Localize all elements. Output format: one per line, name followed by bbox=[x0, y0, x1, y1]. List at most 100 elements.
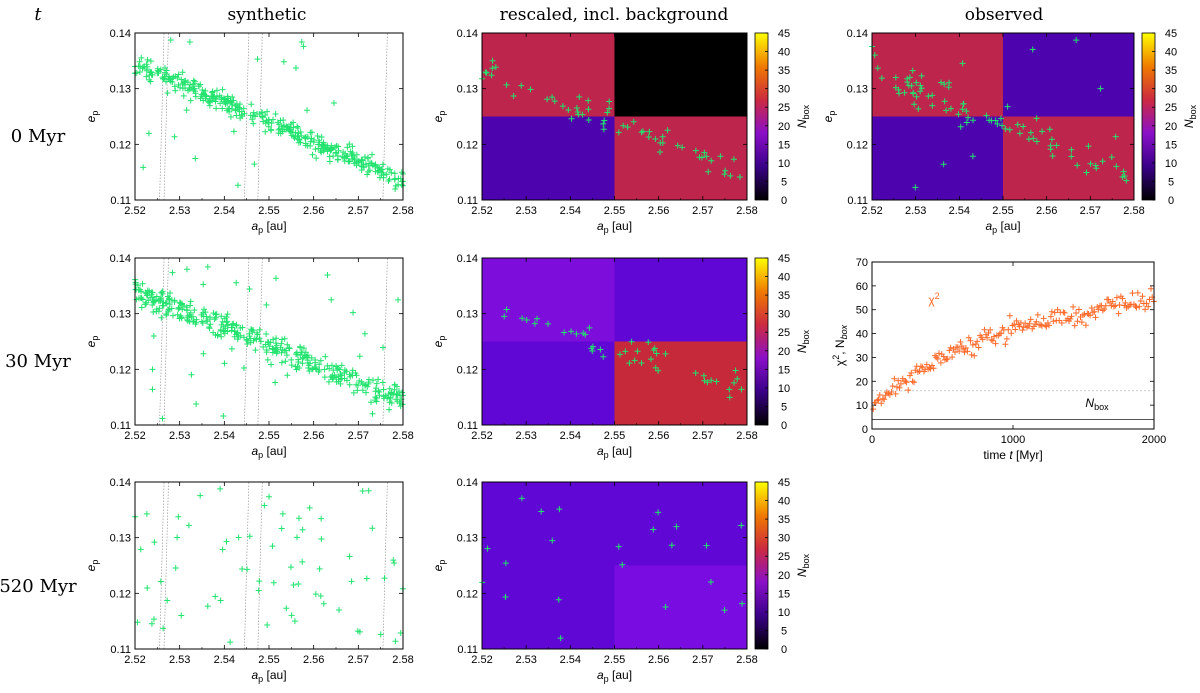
chi-point bbox=[889, 383, 896, 390]
data-point bbox=[180, 92, 187, 99]
data-point bbox=[139, 65, 146, 72]
data-point bbox=[228, 105, 235, 112]
data-point bbox=[604, 109, 611, 116]
data-point bbox=[206, 95, 213, 102]
heatmap-cell bbox=[482, 116, 615, 200]
chi-point bbox=[909, 378, 916, 385]
data-point bbox=[338, 375, 345, 382]
data-point bbox=[138, 54, 145, 61]
data-point bbox=[286, 127, 293, 134]
chi-point bbox=[937, 359, 944, 366]
colorbar-tick-label: 35 bbox=[778, 290, 790, 302]
y-tick-label: 0.13 bbox=[847, 84, 868, 96]
data-point bbox=[316, 565, 323, 572]
data-point bbox=[332, 144, 339, 151]
data-point bbox=[1025, 136, 1032, 143]
data-point bbox=[184, 314, 191, 321]
data-point bbox=[655, 509, 662, 516]
colorbar-tick-label: 15 bbox=[778, 139, 790, 151]
data-point bbox=[249, 327, 256, 334]
data-point bbox=[317, 357, 324, 364]
chi-point bbox=[968, 351, 975, 358]
colorbar-tick-label: 25 bbox=[778, 102, 790, 114]
data-point bbox=[355, 382, 362, 389]
data-point bbox=[1093, 165, 1100, 172]
y-tick-label: 0.12 bbox=[110, 364, 131, 376]
data-point bbox=[391, 176, 398, 183]
chi-point bbox=[879, 395, 886, 402]
data-point bbox=[183, 266, 190, 273]
data-point bbox=[358, 156, 365, 163]
data-point bbox=[227, 113, 234, 120]
data-point bbox=[199, 319, 206, 326]
data-point bbox=[300, 345, 307, 352]
chi-point bbox=[870, 406, 877, 413]
y-tick-label: 0 bbox=[862, 424, 868, 436]
x-tick-label: 2.54 bbox=[560, 430, 581, 442]
data-point bbox=[502, 594, 509, 601]
data-point bbox=[650, 526, 657, 533]
data-point bbox=[959, 106, 966, 113]
data-point bbox=[384, 165, 391, 172]
data-point bbox=[163, 78, 170, 85]
data-point bbox=[929, 92, 936, 99]
x-tick-label: 2.56 bbox=[303, 430, 324, 442]
data-point bbox=[171, 83, 178, 90]
x-tick-label: 2.56 bbox=[1036, 205, 1057, 217]
data-point bbox=[356, 377, 363, 384]
data-point bbox=[219, 86, 226, 93]
colorbar-tick-label: 5 bbox=[781, 625, 787, 637]
chi-point bbox=[1075, 306, 1082, 313]
heatmap-cell bbox=[482, 565, 615, 649]
data-point bbox=[261, 502, 268, 509]
data-point bbox=[379, 161, 386, 168]
data-point bbox=[626, 360, 633, 367]
data-point bbox=[176, 299, 183, 306]
data-point bbox=[233, 322, 240, 329]
data-point bbox=[265, 123, 272, 130]
data-point bbox=[320, 143, 327, 149]
data-point bbox=[1033, 138, 1040, 145]
y-tick-label: 0.11 bbox=[110, 644, 131, 656]
data-point bbox=[169, 269, 176, 276]
colorbar-tick-label: 10 bbox=[1165, 158, 1177, 170]
x-axis-label: time t [Myr] bbox=[983, 448, 1042, 462]
data-point bbox=[308, 129, 315, 136]
chi-point bbox=[936, 350, 943, 357]
chi-point bbox=[1050, 318, 1057, 325]
data-point bbox=[217, 597, 224, 604]
y-axis-label: χ2, Nbox bbox=[831, 324, 849, 366]
data-point bbox=[707, 579, 714, 586]
data-point bbox=[206, 102, 213, 109]
data-point bbox=[227, 97, 234, 104]
data-point bbox=[302, 140, 309, 147]
data-point bbox=[372, 161, 379, 168]
data-point bbox=[200, 281, 207, 288]
data-point bbox=[278, 525, 285, 532]
data-point bbox=[334, 367, 341, 374]
data-point bbox=[589, 348, 596, 355]
colorbar-tick-label: 30 bbox=[778, 533, 790, 545]
data-point bbox=[192, 88, 199, 95]
data-point bbox=[209, 88, 216, 95]
data-point bbox=[177, 84, 184, 91]
data-point bbox=[350, 389, 357, 396]
colorbar-tick-label: 45 bbox=[1165, 28, 1177, 40]
data-point bbox=[538, 508, 545, 515]
data-point bbox=[277, 117, 284, 124]
data-point bbox=[212, 593, 219, 600]
data-point bbox=[365, 154, 372, 161]
chi-point bbox=[962, 344, 969, 351]
data-point bbox=[299, 526, 306, 533]
y-axis-label: ep bbox=[84, 111, 100, 123]
data-point bbox=[140, 164, 147, 171]
data-point bbox=[346, 141, 353, 148]
data-point bbox=[198, 318, 205, 325]
y-tick-label: 0.14 bbox=[457, 253, 478, 265]
data-point bbox=[1092, 162, 1099, 169]
data-point bbox=[277, 130, 284, 137]
data-point bbox=[701, 377, 708, 384]
data-point bbox=[739, 600, 746, 607]
colorbar bbox=[1141, 32, 1156, 201]
rescaled-520myr-panel: 2.52 2.53 2.54 2.55 2.56 2.57 2.58 0.11 0.12 0.13… bbox=[431, 477, 811, 684]
